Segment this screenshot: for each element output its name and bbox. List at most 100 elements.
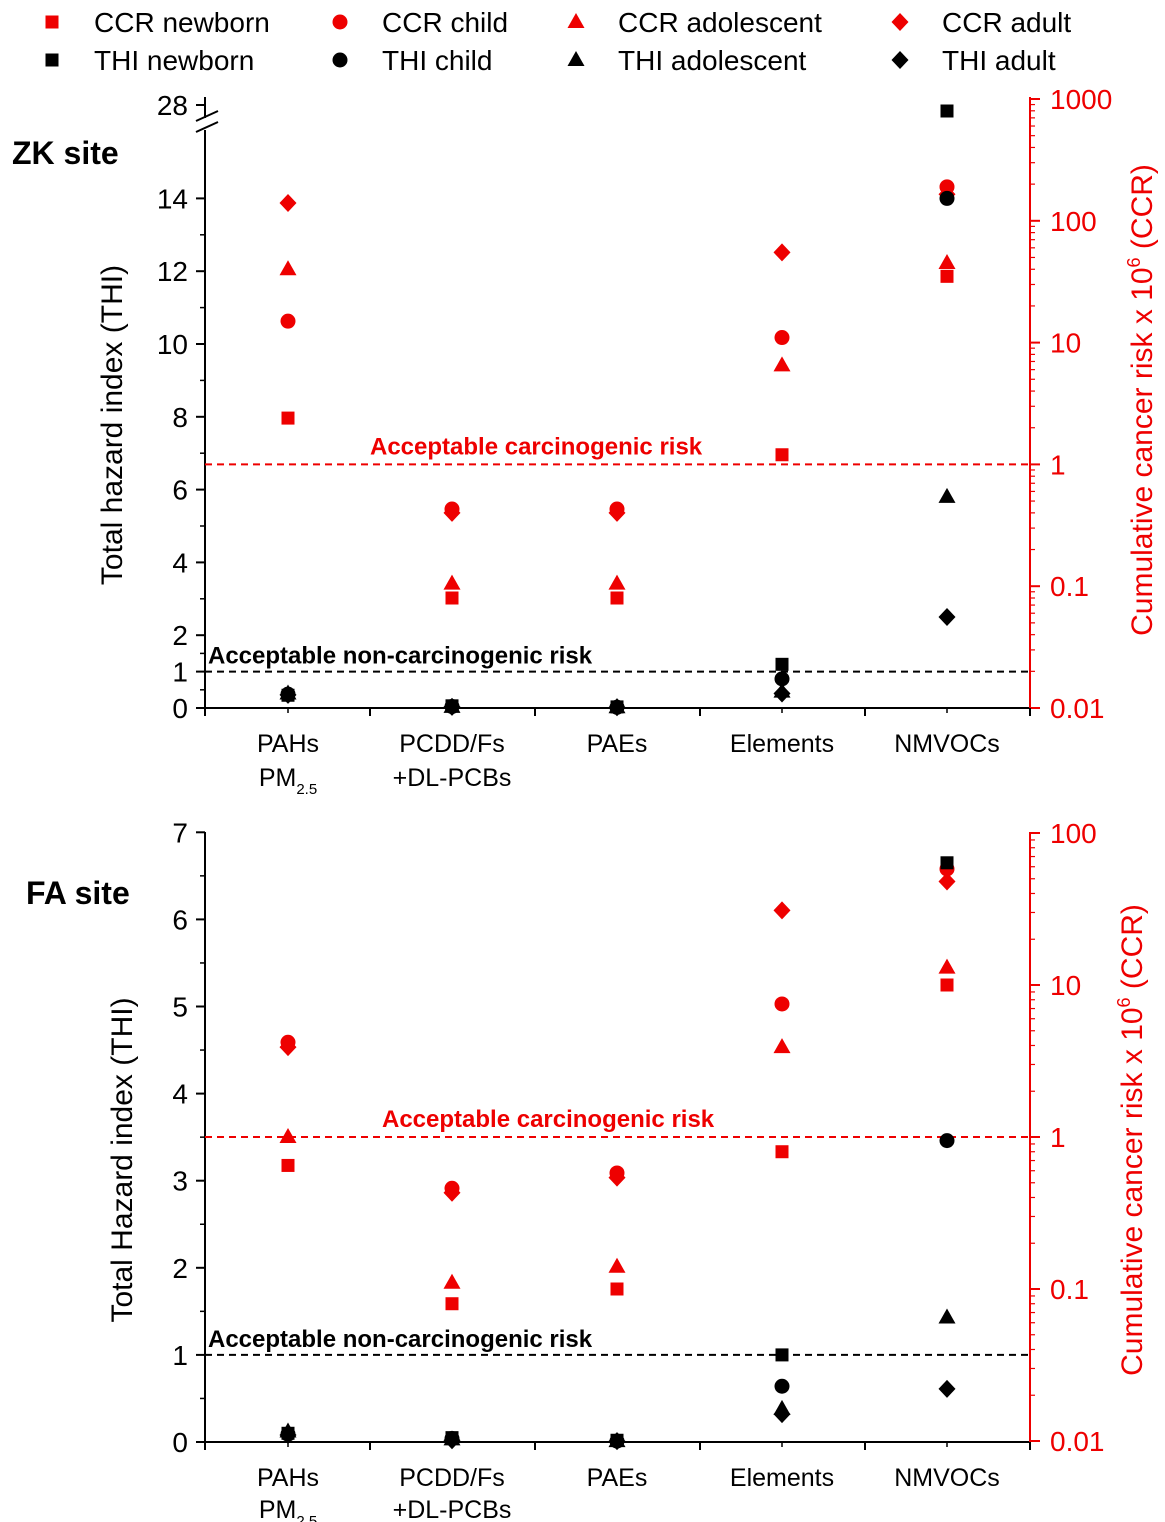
data-point-ccr-child (774, 330, 790, 346)
axis-break-mark (195, 110, 219, 122)
data-point-ccr-newborn (775, 1145, 789, 1159)
data-point-ccr-adult (443, 1183, 461, 1202)
left-tick-label: 0 (172, 1427, 188, 1458)
data-point-thi-adult (608, 698, 626, 717)
data-point-thi-newborn (775, 1348, 789, 1362)
data-point-ccr-adolescent (608, 574, 626, 590)
legend-label-ccr-adolescent: CCR adolescent (618, 7, 822, 38)
right-axis-title: Cumulative cancer risk x 106 (CCR) (1114, 904, 1149, 1376)
category-label-paes: PAEs (587, 1464, 648, 1492)
category-label-main: PM (259, 1496, 297, 1522)
right-axis-title-superscript: 6 (1124, 257, 1144, 267)
category-label-pcdd-fs: PCDD/Fs (399, 730, 505, 758)
data-point-ccr-adolescent (773, 1038, 791, 1054)
threshold-label-acceptable-non-carcinogenic-risk: Acceptable non-carcinogenic risk (208, 1326, 593, 1353)
data-point-thi-adult (443, 1431, 461, 1450)
data-point-thi-adult (938, 1379, 956, 1398)
right-axis-title-main: Cumulative cancer risk x 10 (1116, 1007, 1149, 1375)
legend-marker-thi-adolescent (567, 51, 585, 66)
right-tick-label: 10 (1050, 970, 1081, 1001)
data-point-thi-child (774, 671, 790, 687)
data-point-thi-newborn (775, 657, 789, 671)
chart-panel-zk-site: ZK site012468101214280.010.11101001000PA… (12, 84, 1159, 798)
chart-panel-fa-site: FA site 0 1 2 3 4 5 6 7 0.01 0.1 1 10 100 PAHs PM2.5 PCD… (26, 817, 1149, 1522)
data-point-ccr-newborn (940, 978, 954, 992)
data-point-ccr-adult (773, 243, 791, 262)
left-tick-label: 28 (157, 90, 188, 121)
right-tick-label: 1 (1050, 1122, 1066, 1153)
threshold-label-acceptable-carcinogenic-risk: Acceptable carcinogenic risk (370, 433, 703, 460)
data-point-ccr-newborn (775, 448, 789, 462)
left-tick-label: 12 (157, 256, 188, 287)
data-point-ccr-adult (279, 1038, 297, 1057)
legend-marker-ccr-newborn (45, 15, 59, 29)
left-tick-label: 2 (172, 620, 188, 651)
legend-marker-ccr-adolescent (567, 13, 585, 28)
left-tick-label: 6 (172, 904, 188, 935)
data-point-ccr-newborn (610, 1282, 624, 1296)
legend-label-ccr-newborn: CCR newborn (94, 7, 270, 38)
data-point-ccr-adult (608, 503, 626, 522)
legend-marker-ccr-child (332, 14, 348, 30)
data-point-ccr-adolescent (608, 1257, 626, 1273)
right-tick-label: 1 (1050, 449, 1066, 480)
data-point-ccr-adult (938, 872, 956, 891)
category-label-subscript: 2.5 (296, 781, 317, 798)
left-tick-label: 5 (172, 992, 188, 1023)
data-point-thi-adult (773, 684, 791, 703)
data-point-thi-adult (608, 1432, 626, 1451)
legend-marker-thi-newborn (45, 53, 59, 67)
right-tick-label: 0.01 (1050, 1426, 1105, 1457)
legend-label-ccr-child: CCR child (382, 7, 508, 38)
data-point-ccr-adolescent (938, 958, 956, 974)
category-label-subscript: 2.5 (296, 1513, 317, 1522)
category-label-elements: Elements (730, 1464, 834, 1492)
legend-marker-thi-adult (891, 51, 909, 69)
legend-label-thi-child: THI child (382, 45, 492, 76)
data-point-ccr-adolescent (938, 254, 956, 270)
threshold-label-acceptable-carcinogenic-risk: Acceptable carcinogenic risk (382, 1106, 715, 1133)
left-tick-label: 6 (172, 475, 188, 506)
data-point-ccr-adult (608, 1168, 626, 1187)
legend-marker-ccr-adult (891, 13, 909, 31)
right-axis-title-suffix: (CCR) (1126, 164, 1159, 257)
data-point-ccr-adolescent (279, 1128, 297, 1143)
category-label-line2: +DL-PCBs (393, 1496, 512, 1522)
data-point-ccr-newborn (610, 591, 624, 605)
legend-label-thi-adult: THI adult (942, 45, 1056, 76)
left-tick-label: 0 (172, 693, 188, 724)
category-label-line2: PM2.5 (259, 764, 317, 798)
data-point-ccr-adolescent (773, 356, 791, 372)
left-tick-label: 10 (157, 329, 188, 360)
right-axis-title: Cumulative cancer risk x 106 (CCR) (1124, 164, 1159, 636)
left-axis-title: Total hazard index (THI) (96, 265, 129, 585)
site-label: ZK site (12, 135, 119, 171)
data-point-ccr-adult (443, 503, 461, 522)
left-tick-label: 4 (172, 547, 188, 578)
category-label-pahs: PAHs (257, 730, 319, 758)
category-label-line2: +DL-PCBs (393, 764, 512, 792)
legend: CCR newborn CCR child CCR adolescent CCR ad… (45, 7, 1071, 76)
data-point-ccr-child (280, 313, 296, 329)
left-tick-label: 2 (172, 1253, 188, 1284)
category-label-nmvocs: NMVOCs (894, 1464, 1000, 1492)
left-tick-label: 1 (172, 1340, 188, 1371)
axis-break-mark (195, 121, 219, 133)
right-axis-title-suffix: (CCR) (1116, 904, 1149, 997)
right-tick-label: 0.1 (1050, 571, 1089, 602)
left-tick-label: 1 (172, 657, 188, 688)
category-label-line2: PM2.5 (259, 1496, 317, 1522)
threshold-label-acceptable-non-carcinogenic-risk: Acceptable non-carcinogenic risk (208, 643, 593, 670)
data-point-ccr-newborn (281, 411, 295, 425)
data-point-thi-newborn (940, 856, 954, 870)
category-label-main: PM (259, 764, 297, 792)
category-label-main: +DL-PCBs (393, 764, 512, 792)
category-label-elements: Elements (730, 730, 834, 758)
legend-marker-thi-child (332, 52, 348, 68)
category-label-main: +DL-PCBs (393, 1496, 512, 1522)
left-tick-label: 14 (157, 183, 188, 214)
legend-label-thi-adolescent: THI adolescent (618, 45, 807, 76)
right-tick-label: 0.1 (1050, 1274, 1089, 1305)
data-point-ccr-adolescent (443, 1273, 461, 1289)
